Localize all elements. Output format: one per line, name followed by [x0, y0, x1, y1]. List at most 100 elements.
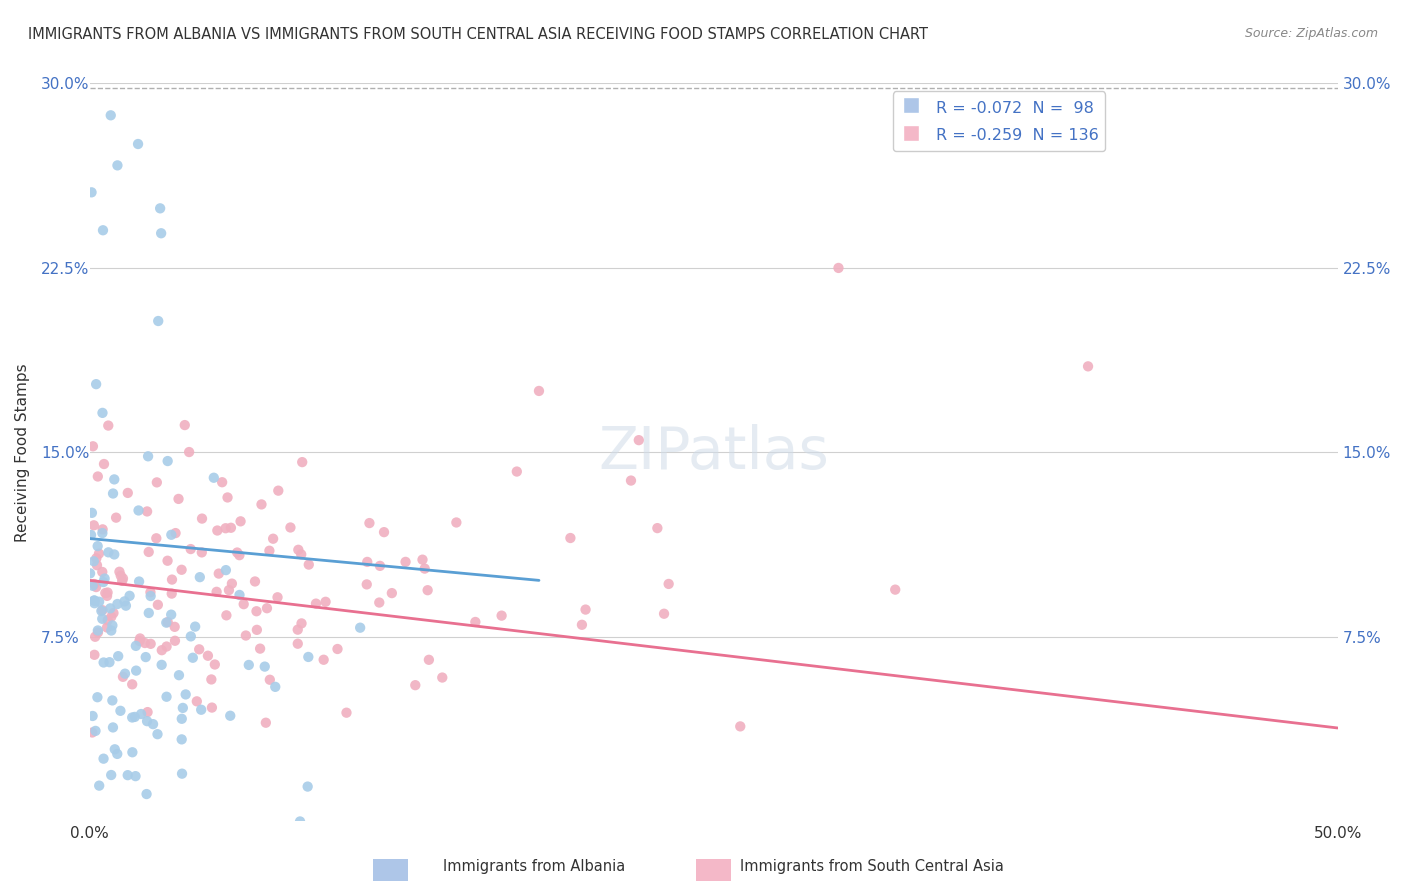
Point	[101, 693, 124, 707]
Point	[103, 606, 125, 620]
Point	[232, 597, 254, 611]
Point	[82, 579, 104, 593]
Point	[128, 574, 150, 589]
Point	[83, 648, 105, 662]
Point	[87, 625, 110, 640]
Point	[184, 619, 207, 633]
Point	[82, 439, 104, 453]
Point	[79, 566, 101, 581]
Point	[571, 617, 593, 632]
Point	[256, 601, 278, 615]
Point	[91, 526, 114, 541]
Point	[121, 677, 143, 691]
Point	[148, 314, 170, 328]
Point	[288, 814, 311, 829]
Point	[101, 486, 124, 500]
Point	[228, 548, 250, 562]
Point	[83, 596, 105, 610]
Point	[125, 639, 148, 653]
Point	[368, 595, 391, 609]
Point	[87, 547, 110, 561]
Point	[90, 604, 112, 618]
Point	[100, 768, 122, 782]
Point	[135, 787, 157, 801]
Point	[91, 575, 114, 590]
Point	[652, 607, 675, 621]
Point	[180, 542, 202, 557]
Text: Immigrants from South Central Asia: Immigrants from South Central Asia	[740, 859, 1004, 874]
Point	[259, 543, 281, 558]
Point	[110, 568, 132, 582]
Point	[267, 483, 290, 498]
Point	[249, 641, 271, 656]
Point	[298, 558, 321, 572]
Point	[89, 779, 111, 793]
Point	[266, 591, 288, 605]
Point	[155, 640, 177, 654]
Point	[86, 558, 108, 573]
Point	[105, 510, 128, 524]
Point	[145, 531, 167, 545]
Point	[245, 604, 267, 618]
Point	[117, 486, 139, 500]
Point	[167, 491, 190, 506]
Point	[84, 377, 107, 392]
Point	[432, 671, 454, 685]
Point	[620, 474, 643, 488]
Point	[188, 570, 211, 584]
Point	[190, 703, 212, 717]
Point	[108, 565, 131, 579]
Point	[83, 518, 105, 533]
Point	[197, 648, 219, 663]
Point	[150, 657, 173, 672]
Point	[219, 708, 242, 723]
Point	[368, 558, 391, 573]
Point	[139, 585, 162, 599]
Point	[464, 615, 486, 629]
Point	[160, 573, 183, 587]
Point	[110, 704, 132, 718]
Point	[96, 589, 118, 603]
Point	[170, 563, 193, 577]
Point	[219, 521, 242, 535]
Point	[111, 670, 134, 684]
Point	[728, 719, 751, 733]
Point	[97, 585, 120, 599]
Point	[136, 714, 159, 728]
Point	[83, 554, 105, 568]
Point	[138, 545, 160, 559]
Point	[160, 607, 183, 622]
Point	[201, 700, 224, 714]
Point	[215, 608, 238, 623]
Point	[186, 694, 208, 708]
Point	[205, 584, 228, 599]
Point	[381, 586, 404, 600]
Point	[103, 548, 125, 562]
Point	[246, 623, 269, 637]
Point	[97, 418, 120, 433]
Point	[349, 621, 371, 635]
Point	[117, 768, 139, 782]
Point	[253, 659, 276, 673]
Point	[121, 710, 143, 724]
Point	[101, 618, 124, 632]
Point	[111, 571, 134, 585]
Point	[297, 780, 319, 794]
Point	[827, 260, 849, 275]
Point	[100, 609, 122, 624]
Point	[101, 721, 124, 735]
Point	[254, 715, 277, 730]
Point	[115, 599, 138, 613]
Point	[287, 637, 309, 651]
Point	[560, 531, 582, 545]
Point	[574, 602, 596, 616]
Point	[416, 583, 439, 598]
Point	[127, 136, 149, 151]
Point	[208, 566, 231, 581]
Point	[146, 598, 169, 612]
Point	[100, 624, 122, 638]
Point	[413, 561, 436, 575]
Point	[129, 706, 152, 721]
Point	[204, 657, 226, 672]
Point	[658, 577, 681, 591]
